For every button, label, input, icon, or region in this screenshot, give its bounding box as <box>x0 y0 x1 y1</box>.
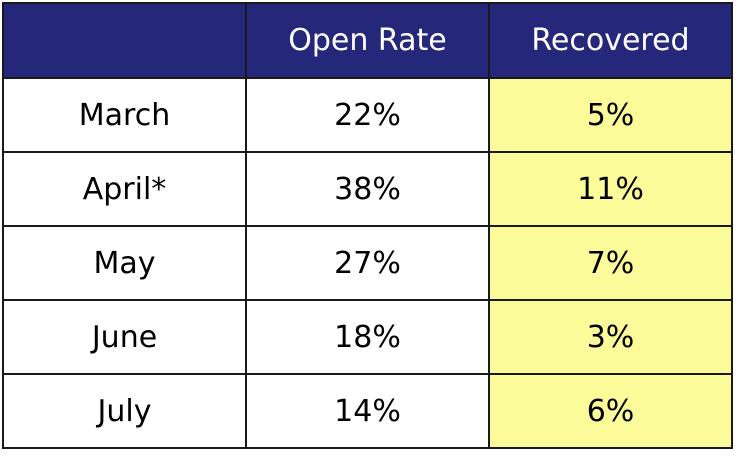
open-rate-cell: 22% <box>245 77 490 153</box>
recovered-cell: 11% <box>488 151 733 227</box>
month-cell: June <box>2 299 247 375</box>
recovered-cell: 5% <box>488 77 733 153</box>
header-row: Open Rate Recovered <box>2 2 733 79</box>
open-rate-cell: 38% <box>245 151 490 227</box>
table-row: May 27% 7% <box>2 225 733 301</box>
month-cell: July <box>2 373 247 449</box>
month-cell: April* <box>2 151 247 227</box>
header-cell-recovered: Recovered <box>488 2 733 79</box>
open-rate-cell: 14% <box>245 373 490 449</box>
table-container: Open Rate Recovered March 22% 5% April* … <box>2 2 733 449</box>
table-row: July 14% 6% <box>2 373 733 449</box>
recovered-cell: 3% <box>488 299 733 375</box>
recovered-cell: 6% <box>488 373 733 449</box>
month-cell: May <box>2 225 247 301</box>
month-cell: March <box>2 77 247 153</box>
recovered-cell: 7% <box>488 225 733 301</box>
data-table: Open Rate Recovered March 22% 5% April* … <box>2 2 733 449</box>
table-row: March 22% 5% <box>2 77 733 153</box>
open-rate-cell: 18% <box>245 299 490 375</box>
table-row: June 18% 3% <box>2 299 733 375</box>
table-row: April* 38% 11% <box>2 151 733 227</box>
header-cell-blank <box>2 2 247 79</box>
header-cell-open-rate: Open Rate <box>245 2 490 79</box>
open-rate-cell: 27% <box>245 225 490 301</box>
